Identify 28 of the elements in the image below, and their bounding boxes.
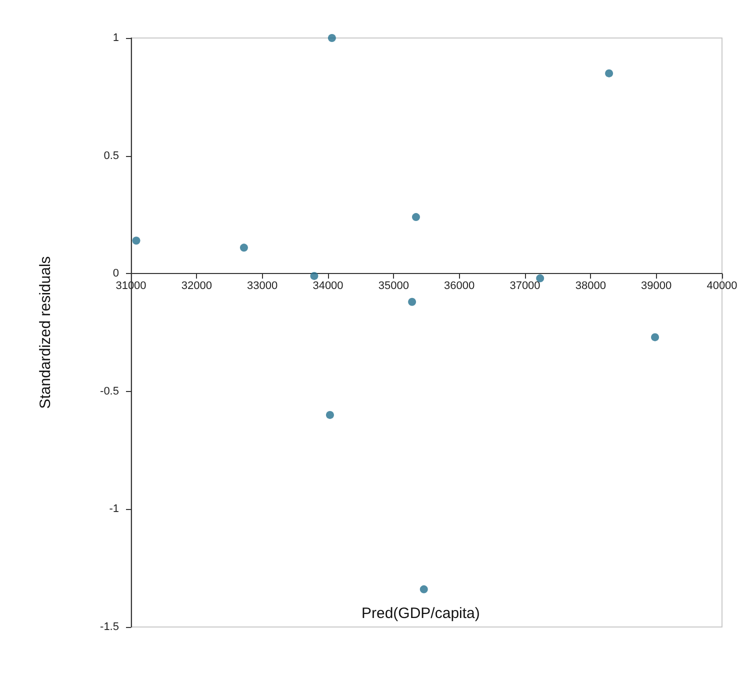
y-tick-label: -1.5 xyxy=(100,621,119,633)
y-tick-label: 0.5 xyxy=(104,150,119,162)
x-tick-label: 34000 xyxy=(312,280,344,292)
x-tick-label: 38000 xyxy=(575,280,606,292)
point xyxy=(408,298,416,306)
y-tick-label: 1 xyxy=(112,32,119,44)
x-tick-label: 40000 xyxy=(706,280,738,292)
point xyxy=(326,410,334,419)
y-tick-label: -1 xyxy=(109,503,119,516)
point xyxy=(328,34,336,42)
y-axis-title: Standardized residuals xyxy=(37,256,54,409)
point xyxy=(412,213,420,222)
y-tick-label: 0 xyxy=(112,268,119,280)
x-tick-label: 37000 xyxy=(510,280,540,292)
x-axis-title: Pred(GDP/capita) xyxy=(362,605,480,622)
point xyxy=(240,244,248,252)
x-tick-label: 39000 xyxy=(641,280,672,292)
point xyxy=(132,236,140,245)
x-tick-label: 35000 xyxy=(378,280,409,292)
y-tick-label: -0.5 xyxy=(100,385,119,398)
x-tick-label: 32000 xyxy=(181,280,212,292)
point xyxy=(420,585,428,594)
point xyxy=(651,333,660,342)
x-tick-label: 33000 xyxy=(247,280,278,292)
point xyxy=(605,69,614,78)
point xyxy=(536,274,544,282)
point xyxy=(310,272,318,280)
x-tick-label: 36000 xyxy=(444,280,475,292)
